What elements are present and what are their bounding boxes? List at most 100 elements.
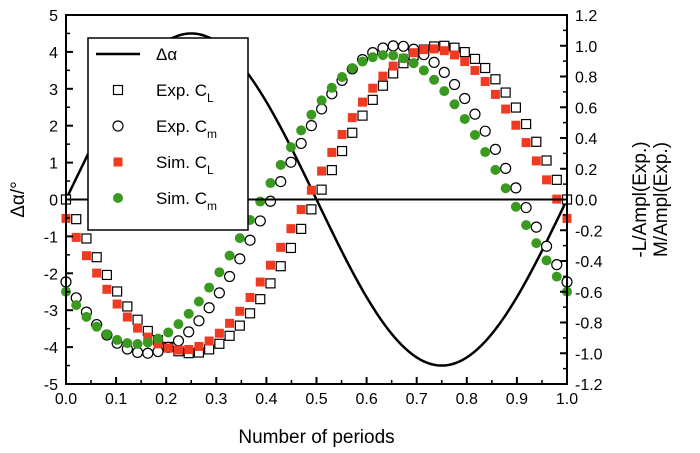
data-point [490,74,501,85]
data-point [306,109,317,120]
legend-marker [113,193,123,203]
data-point [439,86,450,97]
y-left-tick-label: -4 [44,340,58,357]
data-point [357,56,368,67]
x-tick-label: 1.0 [556,391,578,408]
data-point [112,334,123,345]
y-left-tick-label: 0 [49,193,58,210]
data-point [418,65,429,76]
data-point [551,174,562,185]
data-point [122,301,133,312]
data-point [347,127,358,138]
legend-label-subscript: L [207,163,214,177]
y-left-tick-label: 1 [49,156,58,173]
data-point [459,92,471,105]
y-right-tick-label: -0.6 [575,285,603,302]
data-point [378,71,388,81]
data-point [316,184,327,195]
data-point [337,71,348,82]
data-point [173,345,183,355]
data-point [91,321,102,332]
data-point [255,196,266,207]
data-point [163,343,173,353]
series-layer [60,32,573,367]
y-right-tick-label: -1.2 [575,377,603,394]
data-point [183,326,195,338]
data-point [510,201,521,212]
legend-label-subscript: m [207,127,217,141]
data-point [285,142,296,153]
data-point [213,287,225,299]
data-point [214,267,225,278]
data-point [448,78,461,91]
x-tick-label: 0.4 [255,391,277,408]
data-point [81,233,92,244]
data-point [551,259,563,271]
data-point [490,164,501,175]
data-point [469,108,481,120]
x-axis-title: Number of periods [238,427,394,448]
legend-label: Sim. Cm [156,189,217,213]
data-point [275,261,286,272]
data-point [265,260,275,270]
data-point [132,339,143,350]
legend-label-main: Exp. C [156,117,207,136]
data-point [551,271,562,282]
y-left-tick-label: -3 [44,303,58,320]
y-axis-right-title-line: -L/Ampl(Exp.) [630,141,651,257]
data-point [459,47,470,58]
y-right-tick-label: 0.8 [575,70,597,87]
data-point [429,44,439,54]
x-tick-label: 0.7 [406,391,428,408]
y-left-tick-label: -1 [44,229,58,246]
data-point [511,120,521,130]
data-point [173,319,184,330]
data-point [541,155,552,166]
data-point [358,97,368,107]
data-point [490,89,500,99]
data-point [409,48,419,58]
legend-label-subscript: L [207,91,214,105]
legend-marker [112,84,124,96]
data-point [326,82,337,93]
data-point [459,113,470,124]
data-point [265,278,276,289]
legend-label-subscript: m [207,199,217,213]
ticks-layer: 0.0 0.1 0.2 0.3 0.4 0.5 0.6 0.7 0.8 0.9 1.0 -5 -4 -3 -… [44,8,603,408]
data-point [153,339,163,349]
data-point [387,40,399,52]
data-point [295,137,307,150]
data-point [255,294,266,305]
data-point [225,318,235,328]
y-right-tick-label: 1.0 [575,39,597,56]
data-point [347,113,357,123]
data-point [102,284,112,294]
data-point [480,147,491,158]
y-right-tick-label: -1.0 [575,346,603,363]
data-point [317,166,327,176]
data-point [143,332,153,342]
data-point [439,46,449,56]
y-right-tick-label: -0.4 [575,254,603,271]
data-point [265,178,276,189]
legend-label: Exp. CL [156,81,214,105]
data-point [428,56,440,68]
data-point [275,159,286,170]
data-point [388,61,398,71]
data-point [244,234,256,246]
data-point [368,83,378,93]
legend-label-main: Δα [156,45,177,64]
data-point [296,205,306,215]
data-point [234,320,245,331]
y-left-tick-label: -2 [44,266,58,283]
x-tick-label: 0.9 [506,391,528,408]
y-right-tick-label: 0.2 [575,162,597,179]
data-point [438,66,450,78]
data-point [521,220,532,231]
y-left-tick-label: -5 [44,377,58,394]
data-point [357,110,368,121]
series-4 [61,50,572,350]
data-point [122,312,132,322]
data-point [214,338,225,349]
